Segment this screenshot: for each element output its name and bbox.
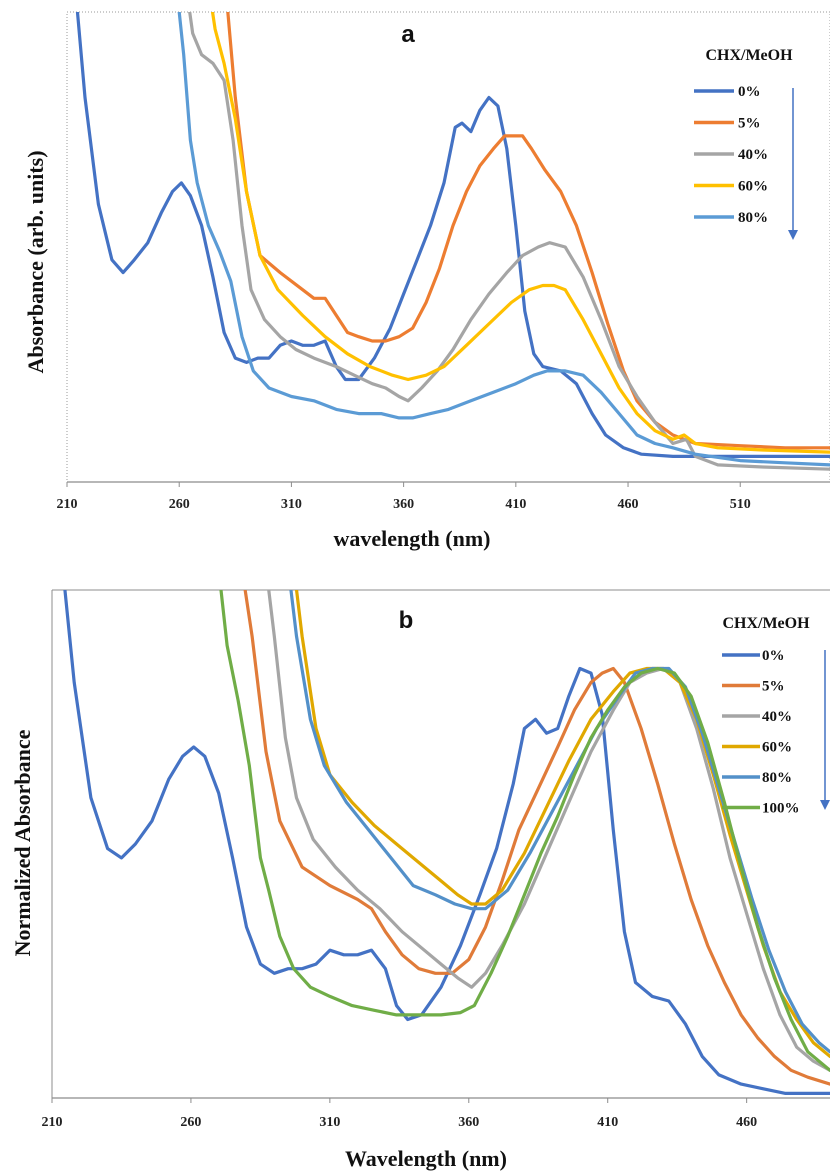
panel-a: 210 260 310 360 410 460 510 a wavelength (nm) … — [23, 11, 830, 551]
legend-b: CHX/MeOH 0% 5% 40% 60% 80% 100% — [722, 615, 830, 817]
y-axis-title-b: Normalized Absorbance — [10, 729, 35, 956]
curves-a — [75, 12, 830, 471]
legend-label-a: 80% — [738, 210, 768, 226]
series-line-a-60pct — [210, 12, 830, 454]
curves-b — [63, 590, 830, 1096]
legend-label-a: 0% — [738, 84, 761, 100]
legend-a: CHX/MeOH 0% 5% 40% 60% 80% — [694, 47, 798, 240]
legend-arrowhead-b — [820, 800, 830, 810]
legend-arrowhead-a — [788, 230, 798, 240]
series-line-b-40pct — [267, 590, 830, 1072]
legend-label-a: 60% — [738, 179, 768, 195]
series-line-b-100pct — [219, 590, 830, 1072]
plot-area-border-a — [66, 11, 830, 483]
x-axis-title-a: wavelength (nm) — [333, 526, 490, 551]
x-tick-a-label: 460 — [618, 497, 639, 512]
legend-label-a: 40% — [738, 147, 768, 163]
x-tick-b-label: 360 — [458, 1115, 479, 1130]
x-tick-b-label: 460 — [736, 1115, 757, 1130]
legend-title-a: CHX/MeOH — [705, 47, 793, 64]
legend-label-b: 100% — [762, 801, 800, 817]
legend-label-b: 5% — [762, 679, 785, 695]
series-line-a-0pct — [75, 12, 830, 458]
series-line-a-80pct — [177, 12, 830, 467]
x-tick-a-label: 260 — [169, 497, 190, 512]
series-line-b-5pct — [243, 590, 830, 1086]
panel-label-b: b — [399, 607, 414, 634]
x-ticks-b: 210 260 310 360 410 460 — [42, 1098, 757, 1130]
x-tick-b-label: 210 — [42, 1115, 63, 1130]
x-tick-a-label: 510 — [730, 497, 751, 512]
legend-label-b: 60% — [762, 740, 792, 756]
series-line-b-80pct — [289, 590, 830, 1054]
x-tick-a-label: 410 — [505, 497, 526, 512]
legend-label-a: 5% — [738, 116, 761, 132]
x-tick-b-label: 260 — [180, 1115, 201, 1130]
legend-label-b: 40% — [762, 709, 792, 725]
panel-label-a: a — [401, 21, 415, 48]
x-axis-title-b: Wavelength (nm) — [345, 1146, 507, 1171]
x-tick-a-label: 360 — [393, 497, 414, 512]
legend-label-b: 80% — [762, 770, 792, 786]
y-axis-title-a: Absorbance (arb. units) — [23, 150, 48, 373]
x-tick-b-label: 410 — [597, 1115, 618, 1130]
legend-label-b: 0% — [762, 648, 785, 664]
legend-title-b: CHX/MeOH — [722, 615, 810, 632]
series-line-a-40pct — [188, 12, 830, 471]
series-line-b-0pct — [63, 590, 830, 1096]
x-tick-a-label: 210 — [57, 497, 78, 512]
x-tick-a-label: 310 — [281, 497, 302, 512]
panel-b: 210 260 310 360 410 460 b Wavelength (nm) Nor… — [10, 589, 830, 1171]
x-tick-b-label: 310 — [319, 1115, 340, 1130]
x-ticks-a: 210 260 310 360 410 460 510 — [57, 482, 751, 512]
